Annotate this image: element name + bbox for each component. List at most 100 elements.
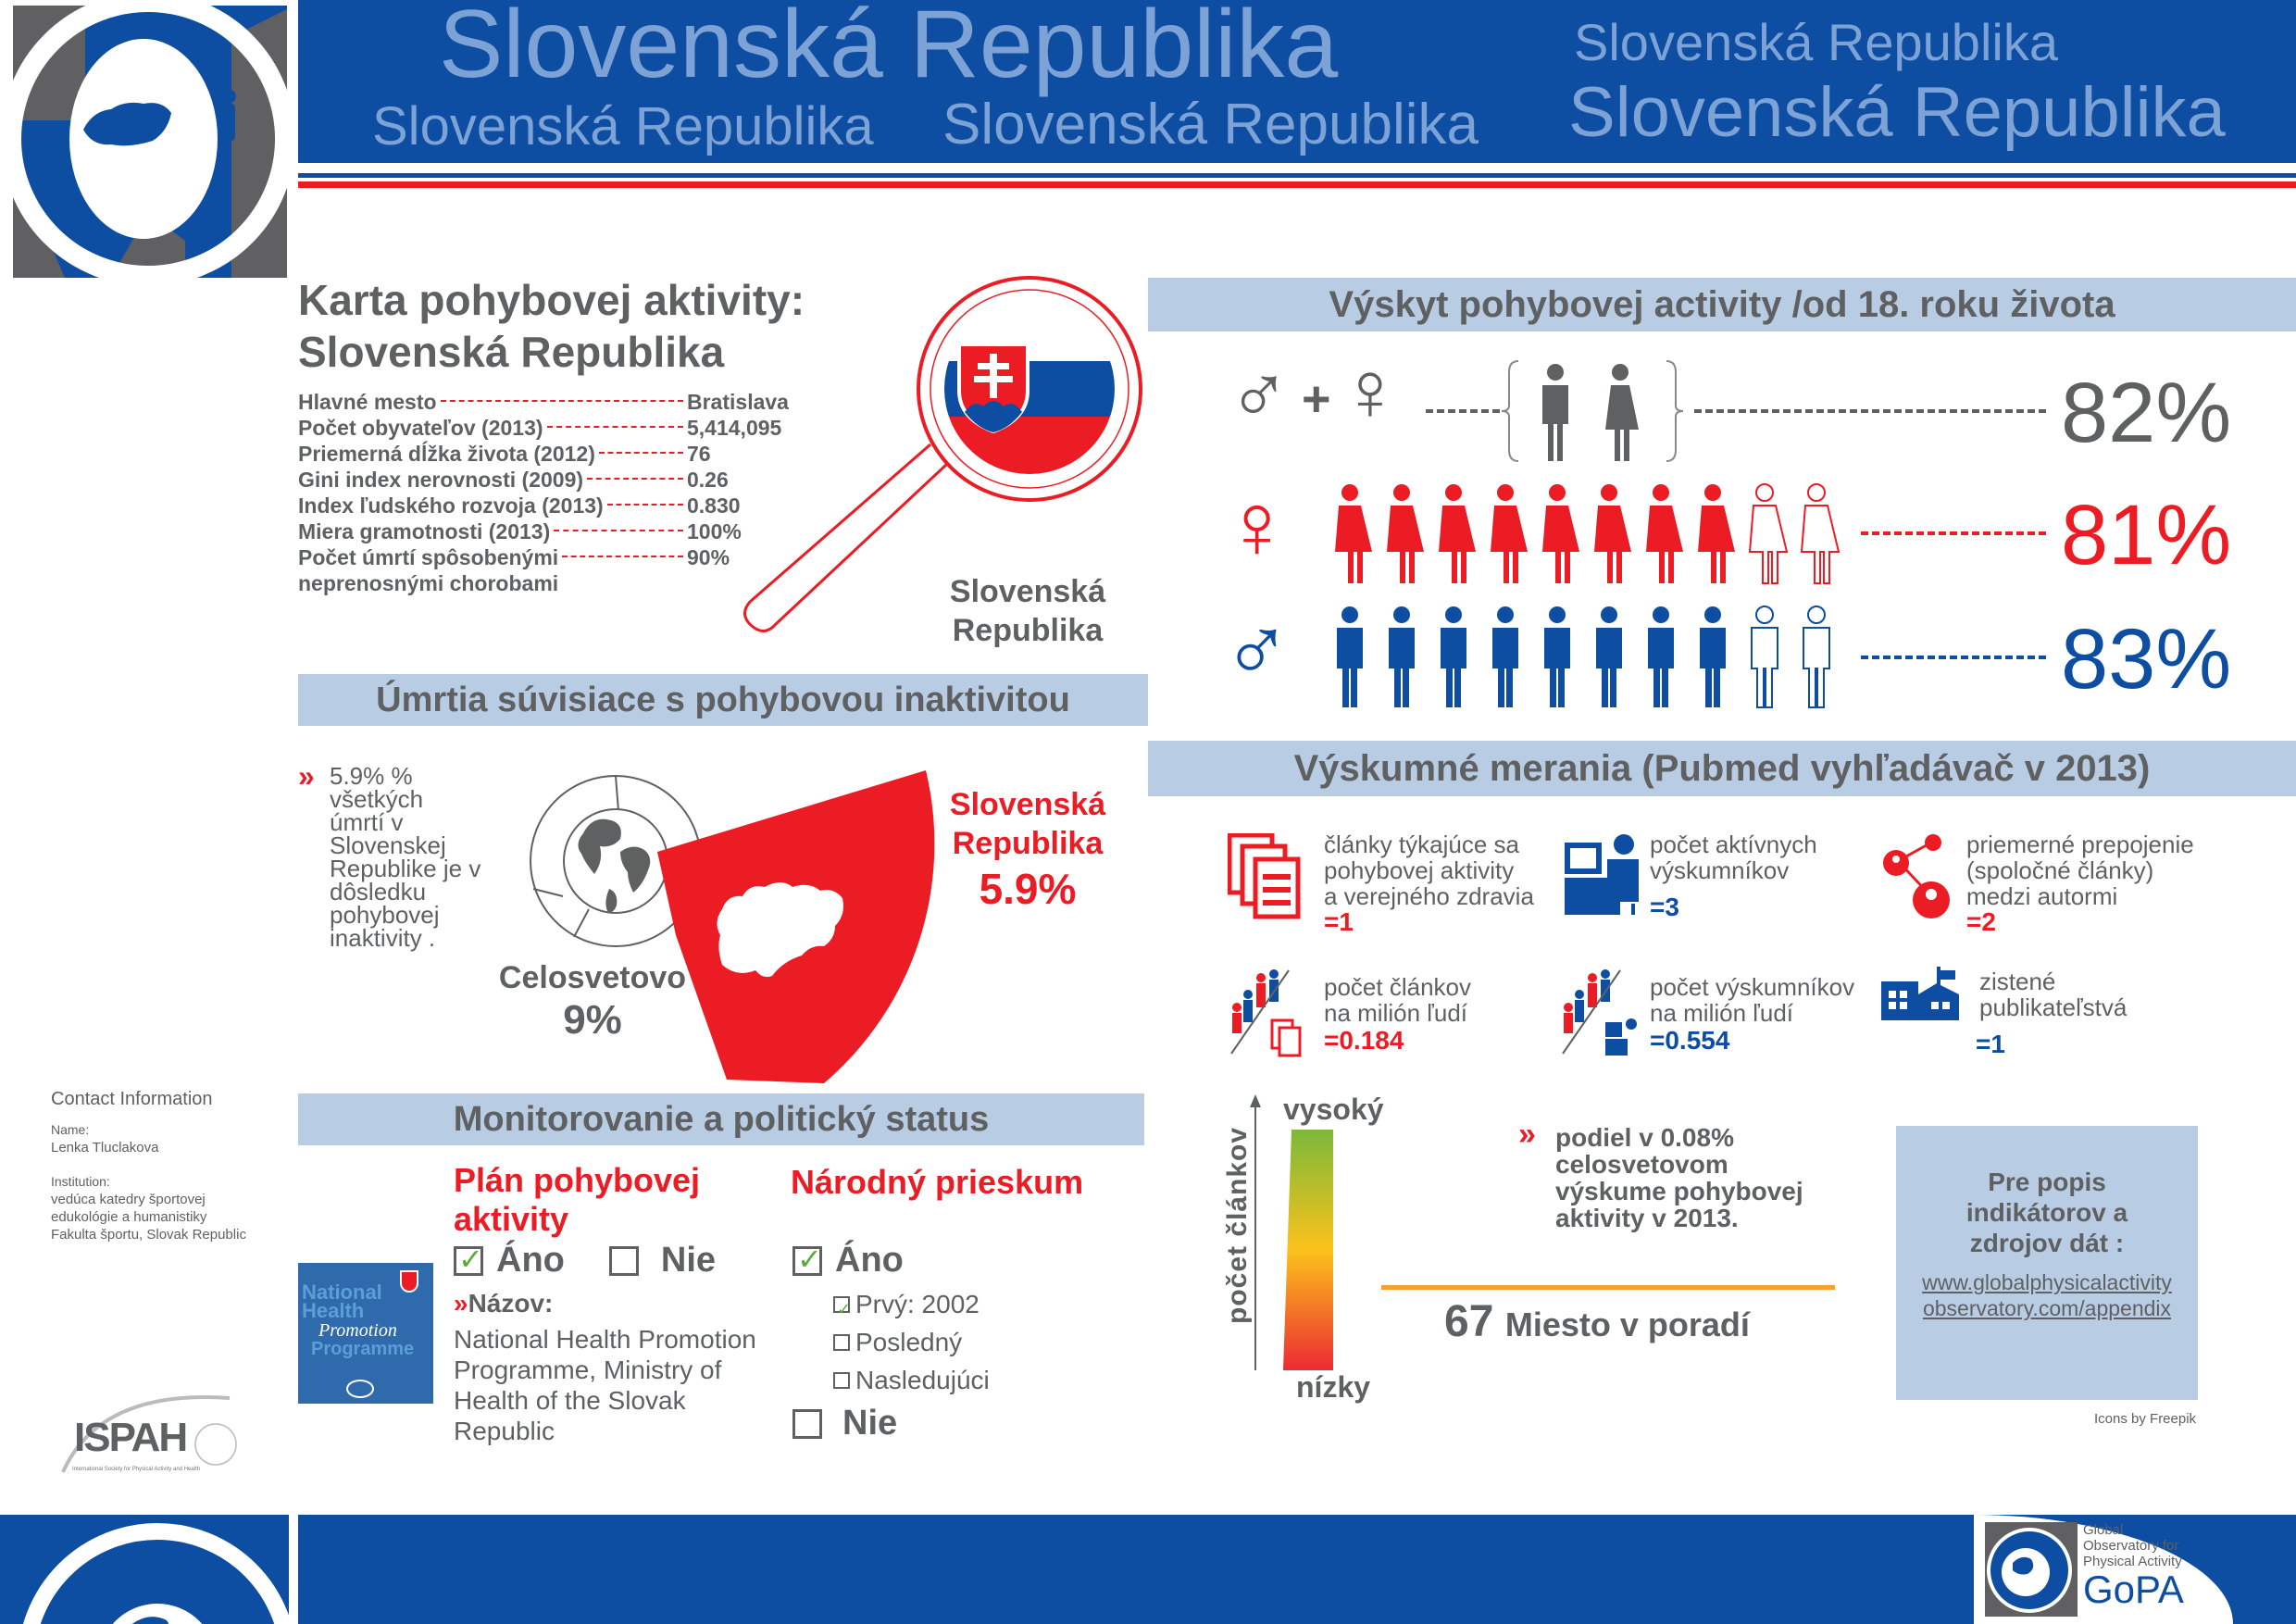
plan-no-checkbox[interactable] [608, 1245, 639, 1276]
page-title: Karta pohybovej aktivity: Slovenská Repu… [298, 274, 805, 378]
plan-yes-label: Áno [496, 1241, 565, 1280]
female-symbol-icon: ♀ [1339, 345, 1402, 438]
country-deaths-stat: Slovenská Republika 5.9% [949, 787, 1106, 913]
magnifier-flag-icon [743, 276, 1142, 632]
header-banner: Slovenská Republika Slovenská Republika … [298, 0, 2296, 163]
fact-row: Gini index nerovnosti (2009) 0.26 [298, 468, 729, 492]
rank-marker-line [1381, 1285, 1835, 1290]
scale-bottom-label: nízky [1296, 1370, 1371, 1404]
dashed-connector [1861, 531, 2046, 535]
dashed-connector [1861, 656, 2046, 659]
appendix-link[interactable]: www.globalphysicalactivity observatory.c… [1922, 1270, 2172, 1320]
couple-icon [1501, 360, 1684, 462]
research-item-label: počet aktívnych výskumníkov [1650, 831, 1817, 884]
info-box: Pre popis indikátorov a zdrojov dát : ww… [1896, 1126, 2198, 1400]
header-title-repeat: Slovenská Republika [1574, 13, 2058, 71]
fact-row: Hlavné mesto Bratislava [298, 390, 789, 414]
research-section-heading: Výskumné merania (Pubmed vyhľadávač v 20… [1148, 741, 2296, 796]
programme-cover-image: National Health Promotion Programme [298, 1263, 433, 1404]
survey-last-option: Posledný [833, 1323, 990, 1361]
survey-title: Národný prieskum [791, 1163, 1084, 1201]
research-item-value: =0.554 [1650, 1026, 1730, 1055]
female-symbol-icon: ♀ [1222, 474, 1292, 578]
fact-row: Priemerná dĺžka života (2012) 76 [298, 442, 711, 466]
rank-stat: 67 Miesto v poradí [1444, 1297, 1750, 1346]
participation-section-heading: Výskyt pohybovej activity /od 18. roku ž… [1148, 278, 2296, 331]
footer-logo-left [0, 1515, 289, 1624]
female-figures-icon [1335, 483, 1841, 584]
policy-section-heading: Monitorovanie a politický status [298, 1093, 1144, 1145]
deaths-bullet: » 5.9% % všetkých úmrtí v Slovenskej Rep… [298, 759, 511, 952]
header-title-repeat: Slovenská Republika [942, 93, 1479, 156]
globe-logo-icon [22, 1523, 289, 1624]
articles-per-million-icon [1230, 969, 1302, 1057]
survey-last-checkbox[interactable] [833, 1333, 850, 1351]
ranking-scale-icon [1250, 1094, 1333, 1370]
researcher-icon [1565, 834, 1639, 915]
participation-female-value: 81% [2061, 488, 2232, 582]
network-icon [1883, 834, 1950, 918]
survey-first-checkbox[interactable] [833, 1291, 851, 1329]
research-item-label: priemerné prepojenie (spoločné články) med… [1966, 831, 2194, 910]
research-share-note: » podiel v 0.08% celosvetovom výskume po… [1518, 1117, 1803, 1232]
header-stripe-red [298, 181, 2296, 188]
survey-no-option: Nie [792, 1404, 897, 1443]
header-title-repeat: Slovenská Republika [372, 96, 874, 156]
scale-top-label: vysoký [1283, 1093, 1384, 1126]
research-item-value: =1 [1976, 1030, 2005, 1058]
research-item-label: zistené publikateľstvá [1979, 968, 2128, 1021]
plan-name-label: »Názov: [454, 1289, 554, 1318]
survey-no-checkbox[interactable] [792, 1408, 822, 1439]
scale-axis-label: počet článkov [1222, 1126, 1253, 1324]
header-title-large: Slovenská Republika [439, 0, 1339, 98]
male-figures-icon [1337, 606, 1830, 708]
survey-next-option: Nasledujúci [833, 1361, 990, 1399]
male-plus-female-icon: ♂ [1228, 349, 1291, 442]
participation-male-value: 83% [2061, 612, 2232, 706]
research-item-label: počet článkov na milión ľudí [1324, 973, 1471, 1027]
ispah-swoosh-icon [61, 1395, 237, 1473]
fact-row: neprenosnými chorobami [298, 571, 559, 595]
icons-credit: Icons by Freepik [2094, 1411, 2197, 1427]
contact-heading: Contact Information [51, 1089, 213, 1109]
plan-yes-checkbox[interactable] [454, 1242, 483, 1277]
research-item-value: =3 [1650, 893, 1679, 921]
research-item-label: počet výskumníkov na milión ľudí [1650, 973, 1855, 1027]
deaths-section-heading: Úmrtia súvisiace s pohybovou inaktivitou [298, 674, 1148, 726]
research-item-value: =1 [1324, 907, 1354, 936]
fact-row: Počet obyvateľov (2013) 5,414,095 [298, 416, 782, 440]
plan-no-label: Nie [660, 1241, 717, 1280]
survey-next-checkbox[interactable] [833, 1371, 850, 1389]
deaths-bullet-text: 5.9% % všetkých úmrtí v Slovenskej Repub… [330, 762, 481, 952]
chevron-bullet-icon: » [1518, 1117, 1536, 1152]
fact-row: Miera gramotnosti (2013) 100% [298, 519, 742, 543]
survey-first-option: Prvý: 2002 [833, 1285, 990, 1329]
plan-name-value: National Health Promotion Programme, Min… [454, 1325, 756, 1445]
plan-options: Áno Nie [454, 1241, 716, 1280]
participation-all-value: 82% [2061, 366, 2232, 460]
country-facts-table: Hlavné mesto Bratislava Počet obyvateľov … [298, 389, 798, 596]
country-logo-icon [1, 0, 295, 286]
page-title-line1: Karta pohybovej aktivity: [298, 276, 805, 324]
footer-right: Global Observatory for Physical Activity… [1974, 1515, 2296, 1624]
dashed-connector [1694, 409, 2046, 413]
ispah-logo: ISPAH International Society for Physical… [54, 1389, 239, 1481]
researchers-per-million-icon [1562, 969, 1637, 1056]
dashed-connector [1426, 409, 1500, 413]
research-item-value: =2 [1966, 907, 1996, 936]
footer-banner [298, 1515, 1974, 1624]
documents-icon [1228, 833, 1301, 919]
gopa-wordmark: Global Observatory for Physical Activity… [2083, 1522, 2184, 1611]
research-item-value: =0.184 [1324, 1026, 1404, 1055]
research-item-label: články týkajúce sa pohybovej aktivity a ve… [1324, 831, 1534, 910]
male-symbol-icon: ♂ [1222, 598, 1292, 702]
fact-row: Počet úmrtí spôsobenými 90% [298, 545, 730, 569]
chevron-bullet-icon: » [454, 1289, 468, 1318]
gopa-logo-top [0, 0, 295, 286]
plus-icon: + [1302, 371, 1331, 427]
fact-row: Index ľudského rozvoja (2013) 0.830 [298, 493, 741, 518]
survey-sub-options: Prvý: 2002 Posledný Nasledujúci [833, 1285, 990, 1399]
survey-yes-option: Áno [792, 1241, 904, 1280]
survey-yes-checkbox[interactable] [792, 1242, 822, 1277]
plan-title: Plán pohybovej aktivity [454, 1161, 701, 1238]
